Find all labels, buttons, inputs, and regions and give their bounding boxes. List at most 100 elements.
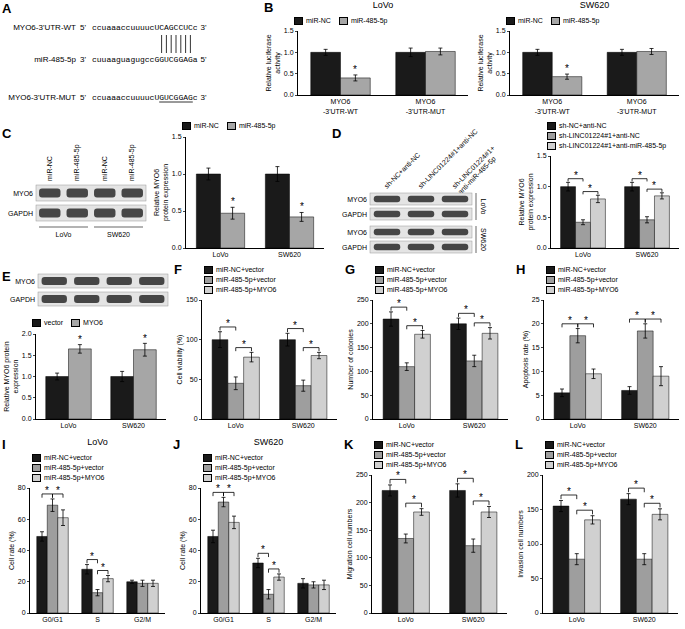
- svg-text:*: *: [309, 339, 313, 350]
- svg-text:C: C: [2, 126, 12, 141]
- svg-text:G0/G1: G0/G1: [213, 616, 234, 623]
- svg-text:5: 5: [536, 392, 540, 399]
- svg-text:150: 150: [356, 527, 368, 534]
- svg-text:LoVo: LoVo: [56, 231, 72, 238]
- svg-text:MYO6-3'UTR-MUT: MYO6-3'UTR-MUT: [406, 98, 446, 114]
- svg-text:MYO6-3'UTR-MUT: MYO6-3'UTR-MUT: [8, 93, 76, 102]
- svg-text:c: c: [193, 23, 198, 32]
- svg-text:miR-485-5p: miR-485-5p: [73, 144, 81, 181]
- svg-text:0: 0: [536, 415, 540, 422]
- svg-text:150: 150: [527, 506, 539, 513]
- svg-text:*: *: [227, 483, 231, 494]
- svg-text:200: 200: [527, 471, 539, 478]
- svg-text:50: 50: [360, 582, 368, 589]
- svg-text:0.0: 0.0: [496, 91, 506, 98]
- svg-text:*: *: [634, 479, 638, 490]
- svg-text:100: 100: [527, 540, 539, 547]
- svg-text:SW620: SW620: [254, 437, 284, 447]
- svg-text:Invasion cell numbers: Invasion cell numbers: [517, 510, 524, 578]
- svg-text:*: *: [479, 492, 483, 503]
- svg-text:100: 100: [186, 336, 198, 343]
- svg-text:miR-485-5p: miR-485-5p: [128, 144, 136, 181]
- svg-text:LoVo: LoVo: [399, 422, 415, 429]
- svg-text:*: *: [652, 180, 656, 191]
- svg-text:0: 0: [194, 415, 198, 422]
- svg-text:*: *: [574, 170, 578, 181]
- svg-text:3': 3': [201, 23, 207, 32]
- svg-text:*: *: [90, 551, 94, 562]
- svg-text:MYO6: MYO6: [15, 278, 35, 285]
- svg-text:*: *: [583, 501, 587, 512]
- svg-text:Relative luciferaseactivity: Relative luciferaseactivity: [477, 34, 494, 91]
- svg-text:1.5: 1.5: [284, 27, 294, 34]
- svg-text:*: *: [143, 333, 147, 344]
- svg-text:1.0: 1.0: [537, 183, 547, 190]
- svg-text:*: *: [588, 183, 592, 194]
- svg-text:15: 15: [532, 344, 540, 351]
- svg-text:1.0: 1.0: [22, 373, 32, 380]
- svg-text:80: 80: [189, 484, 197, 491]
- svg-text:MYO6: MYO6: [13, 190, 33, 197]
- svg-text:SW620: SW620: [636, 251, 659, 258]
- svg-text:D: D: [332, 126, 341, 141]
- svg-text:miR-NC: miR-NC: [46, 156, 53, 181]
- svg-text:SW620: SW620: [633, 616, 656, 623]
- svg-text:*: *: [353, 64, 357, 75]
- svg-text:MYO6: MYO6: [347, 196, 367, 203]
- svg-text:3': 3': [80, 55, 86, 64]
- svg-text:G0/G1: G0/G1: [42, 616, 63, 623]
- svg-text:Relative MYO6protein expressio: Relative MYO6protein expression: [518, 173, 535, 230]
- svg-text:5': 5': [201, 55, 207, 64]
- svg-text:LoVo: LoVo: [61, 422, 77, 429]
- svg-text:SW620: SW620: [292, 422, 315, 429]
- svg-text:50: 50: [531, 575, 539, 582]
- svg-text:0.0: 0.0: [537, 244, 547, 251]
- svg-text:25: 25: [532, 296, 540, 303]
- svg-text:*: *: [412, 494, 416, 505]
- svg-text:1.0: 1.0: [284, 49, 294, 56]
- svg-text:20: 20: [189, 578, 197, 585]
- svg-text:200: 200: [356, 499, 368, 506]
- svg-text:SW620: SW620: [278, 251, 301, 258]
- svg-text:sh-NC+anti-NC: sh-NC+anti-NC: [383, 151, 422, 190]
- svg-text:250: 250: [357, 296, 369, 303]
- svg-text:miR-NC: miR-NC: [101, 156, 108, 181]
- svg-text:SW620: SW620: [122, 422, 145, 429]
- svg-text:*: *: [226, 318, 230, 329]
- svg-text:MYO6: MYO6: [347, 229, 367, 236]
- svg-text:*: *: [463, 469, 467, 480]
- svg-text:1.5: 1.5: [537, 152, 547, 159]
- svg-text:GAPDH: GAPDH: [342, 211, 367, 218]
- svg-text:*: *: [101, 562, 105, 573]
- svg-text:100: 100: [357, 368, 369, 375]
- svg-text:a: a: [193, 55, 198, 64]
- svg-text:0: 0: [535, 609, 539, 616]
- svg-text:SW620: SW620: [634, 422, 657, 429]
- svg-text:SW620: SW620: [107, 231, 130, 238]
- svg-text:MYO6-3'UTR-WT: MYO6-3'UTR-WT: [535, 98, 571, 114]
- svg-text:SW620: SW620: [580, 0, 610, 10]
- svg-text:LoVo: LoVo: [570, 422, 586, 429]
- svg-text:*: *: [413, 317, 417, 328]
- svg-text:*: *: [45, 485, 49, 496]
- svg-text:LoVo: LoVo: [569, 616, 585, 623]
- svg-text:Cell rate (%): Cell rate (%): [8, 531, 16, 570]
- svg-text:*: *: [242, 339, 246, 350]
- svg-text:10: 10: [532, 368, 540, 375]
- svg-text:miR-485-5p: miR-485-5p: [34, 55, 76, 64]
- svg-text:*: *: [638, 170, 642, 181]
- svg-text:0.0: 0.0: [22, 415, 32, 422]
- svg-text:0.5: 0.5: [172, 207, 182, 214]
- svg-text:MYO6-3'UTR-MUT: MYO6-3'UTR-MUT: [617, 98, 657, 114]
- svg-text:0: 0: [193, 609, 197, 616]
- svg-text:GAPDH: GAPDH: [342, 244, 367, 251]
- svg-text:LoVo: LoVo: [398, 616, 414, 623]
- svg-text:S: S: [95, 616, 100, 623]
- svg-text:*: *: [568, 315, 572, 326]
- svg-text:LoVo: LoVo: [575, 251, 591, 258]
- svg-text:c: c: [193, 93, 198, 102]
- svg-text:*: *: [272, 560, 276, 571]
- svg-text:80: 80: [18, 484, 26, 491]
- svg-text:Apoptosis rate (%): Apoptosis rate (%): [522, 331, 530, 389]
- svg-text:20: 20: [532, 320, 540, 327]
